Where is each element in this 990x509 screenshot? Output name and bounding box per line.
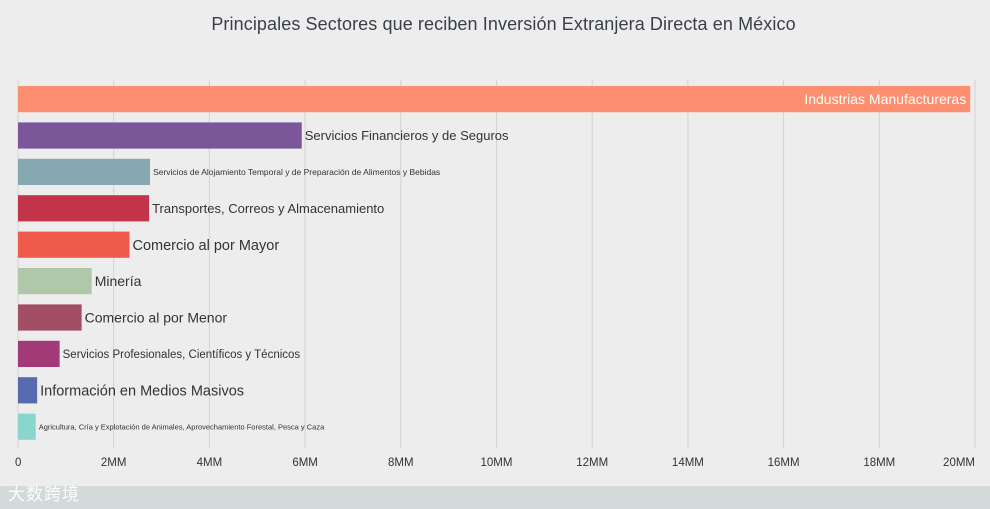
bar[interactable] [18,195,150,222]
x-tick-label: 14MM [672,457,704,469]
bars [18,86,971,440]
bar-label: Agricultura, Cría y Explotación de Anima… [39,422,325,431]
x-tick-label: 12MM [576,457,608,469]
bar-chart: Industrias Manufactureras Servicios Finan… [15,80,976,469]
bar-label: Minería [95,273,142,289]
bar[interactable] [18,268,92,295]
watermark: 大数跨境 [8,485,80,505]
x-tick-label: 2MM [101,457,127,469]
bar[interactable] [18,122,302,149]
bar[interactable] [18,231,130,258]
chart-title: Principales Sectores que reciben Inversi… [211,14,796,34]
footer-strip [0,486,990,509]
bar-label: Industrias Manufactureras [804,91,966,107]
bar[interactable] [18,377,38,404]
x-axis-ticks: 0 2MM 4MM 6MM 8MM 10MM 12MM 14MM 16MM 18MM 20MM [15,457,975,469]
x-tick-label: 8MM [388,457,414,469]
bar[interactable] [18,86,971,113]
x-tick-label: 10MM [481,457,513,469]
bar-label: Servicios Profesionales, Científicos y T… [63,349,301,361]
x-tick-label: 0 [15,457,21,469]
bar[interactable] [18,158,151,186]
bar-label: Comercio al por Menor [85,310,228,326]
bar-label: Servicios Financieros y de Seguros [305,128,509,143]
bar[interactable] [18,413,36,440]
bar-label: Servicios de Alojamiento Temporal y de P… [153,167,440,177]
x-tick-label: 4MM [197,457,223,469]
x-tick-label: 6MM [292,457,318,469]
x-tick-label: 16MM [768,457,800,469]
bar-labels: Industrias Manufactureras Servicios Finan… [39,91,967,431]
bar-label: Comercio al por Mayor [132,238,279,254]
x-tick-label: 18MM [863,457,895,469]
bar-label: Información en Medios Masivos [40,384,244,400]
bar[interactable] [18,340,60,368]
bar-label: Transportes, Correos y Almacenamiento [152,201,384,216]
x-tick-label: 20MM [943,457,975,469]
bar[interactable] [18,304,82,331]
